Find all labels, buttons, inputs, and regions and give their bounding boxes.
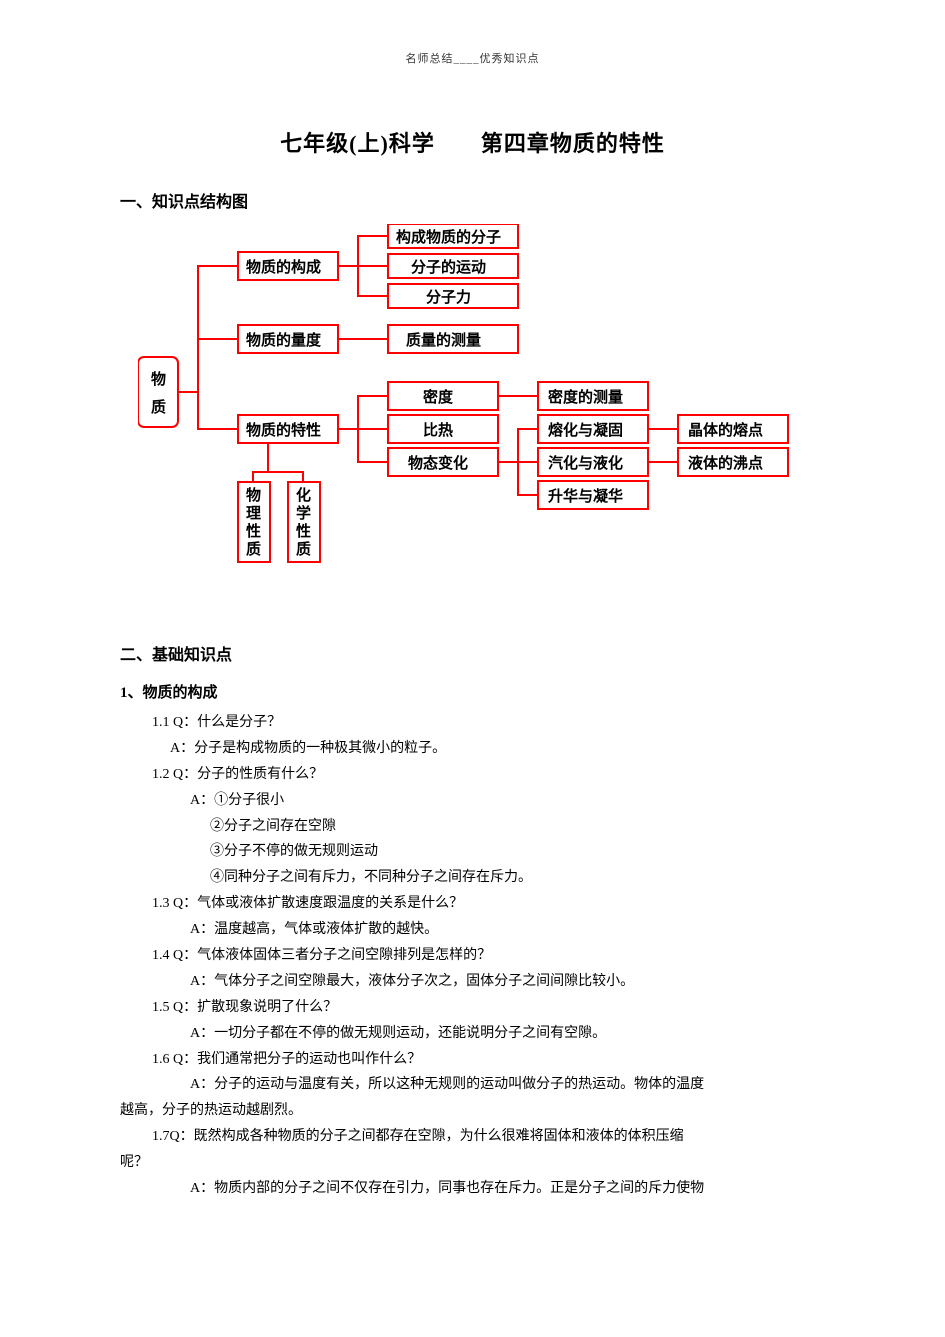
- conn-trait2: [268, 472, 303, 482]
- q15: 1.5 Q：扩散现象说明了什么？: [152, 995, 825, 1021]
- l2c0-text: 密度: [423, 388, 454, 406]
- conn-2a1: [338, 236, 388, 266]
- a15: A：一切分子都在不停的做无规则运动，还能说明分子之间有空隙。: [190, 1021, 825, 1047]
- l2c1-text: 比热: [423, 421, 453, 439]
- conn-1c: [198, 392, 238, 429]
- main-title: 七年级(上)科学 第四章物质的特性: [120, 126, 825, 158]
- l3s0-text: 熔化与凝固: [548, 421, 623, 439]
- a13: A：温度越高，气体或液体扩散的越快。: [190, 917, 825, 943]
- conn-2a3: [358, 266, 388, 296]
- diagram-svg: 物 质 物质的构成 物质的量度 物质的特性 构成物质的分子 分子的运动 分子力 …: [138, 224, 818, 564]
- conn-3s1: [498, 429, 538, 462]
- l2c2-text: 物态变化: [408, 454, 468, 472]
- conn-2c3: [358, 429, 388, 462]
- conn-1a: [178, 266, 238, 392]
- l2a1-text: 分子的运动: [411, 258, 486, 276]
- l3s2-text: 升华与凝华: [548, 487, 623, 505]
- l3s1-text: 汽化与液化: [548, 454, 623, 472]
- t1-4: 质: [296, 540, 311, 558]
- root-text-1: 物: [151, 370, 166, 388]
- conn-trait1: [253, 443, 268, 482]
- a16: A：分子的运动与温度有关，所以这种无规则的运动叫做分子的热运动。物体的温度: [190, 1072, 825, 1098]
- t0-1: 物: [246, 486, 261, 504]
- a12-2: ②分子之间存在空隙: [210, 814, 825, 840]
- t1-3: 性: [296, 522, 311, 540]
- conn-3s3: [518, 462, 538, 495]
- a12-4: ④同种分子之间有斥力，不同种分子之间存在斥力。: [210, 865, 825, 891]
- a12-lead: A：①分子很小: [190, 788, 825, 814]
- l2a2-text: 分子力: [426, 288, 471, 306]
- qa-block-2: 1.7Q：既然构成各种物质的分子之间都存在空隙，为什么很难将固体和液体的体积压缩: [152, 1124, 825, 1150]
- l4b-text: 液体的沸点: [688, 454, 763, 472]
- l1b-text: 物质的量度: [246, 331, 322, 349]
- l1a-text: 物质的构成: [246, 258, 321, 276]
- q11: 1.1 Q：什么是分子？: [152, 710, 825, 736]
- q12: 1.2 Q：分子的性质有什么？: [152, 762, 825, 788]
- a11: A：分子是构成物质的一种极其微小的粒子。: [170, 736, 825, 762]
- conn-1b: [198, 339, 238, 392]
- a12-3: ③分子不停的做无规则运动: [210, 839, 825, 865]
- topic1-heading: 1、物质的构成: [120, 681, 825, 702]
- a14: A：气体分子之间空隙最大，液体分子次之，固体分子之间间隙比较小。: [190, 969, 825, 995]
- l3density-text: 密度的测量: [548, 388, 623, 406]
- l2a0-text: 构成物质的分子: [396, 228, 501, 246]
- section2-heading: 二、基础知识点: [120, 641, 825, 665]
- node-root: [138, 357, 178, 427]
- knowledge-diagram: 物 质 物质的构成 物质的量度 物质的特性 构成物质的分子 分子的运动 分子力 …: [138, 224, 825, 569]
- t1-2: 学: [296, 504, 311, 522]
- page-header: 名师总结____优秀知识点: [120, 50, 825, 66]
- t0-3: 性: [246, 522, 261, 540]
- l2b0-text: 质量的测量: [406, 331, 481, 349]
- q17: 1.7Q：既然构成各种物质的分子之间都存在空隙，为什么很难将固体和液体的体积压缩: [152, 1124, 825, 1150]
- t0-4: 质: [246, 540, 261, 558]
- l1c-text: 物质的特性: [246, 421, 321, 439]
- q13: 1.3 Q：气体或液体扩散速度跟温度的关系是什么？: [152, 891, 825, 917]
- t0-2: 理: [246, 505, 261, 522]
- q17-cont: 呢？: [120, 1150, 825, 1176]
- root-text-2: 质: [151, 398, 166, 416]
- t1-1: 化: [296, 486, 311, 504]
- a16-cont: 越高，分子的热运动越剧烈。: [120, 1098, 825, 1124]
- qa-block: 1.1 Q：什么是分子？ A：分子是构成物质的一种极其微小的粒子。 1.2 Q：…: [152, 710, 825, 1098]
- section1-heading: 一、知识点结构图: [120, 188, 825, 212]
- q16: 1.6 Q：我们通常把分子的运动也叫作什么？: [152, 1047, 825, 1073]
- conn-2c1: [338, 396, 388, 429]
- q14: 1.4 Q：气体液体固体三者分子之间空隙排列是怎样的？: [152, 943, 825, 969]
- l4a-text: 晶体的熔点: [688, 421, 763, 439]
- qa-block-3: A：物质内部的分子之间不仅存在引力，同事也存在斥力。正是分子之间的斥力使物: [152, 1176, 825, 1202]
- a17: A：物质内部的分子之间不仅存在引力，同事也存在斥力。正是分子之间的斥力使物: [190, 1176, 825, 1202]
